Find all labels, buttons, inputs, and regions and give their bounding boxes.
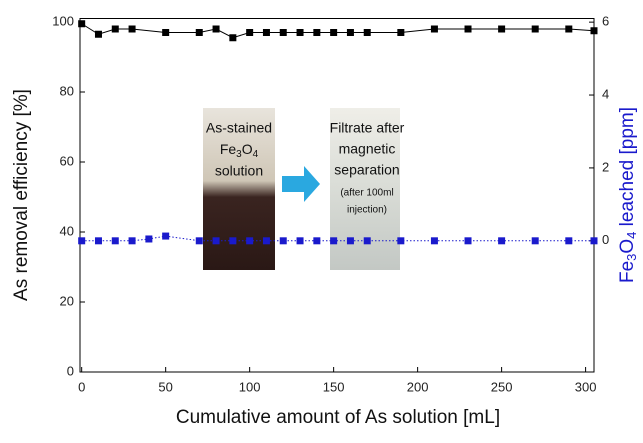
data-point xyxy=(297,237,304,244)
data-point xyxy=(246,237,253,244)
y2-tick-label: 2 xyxy=(602,159,609,174)
y2-tick-label: 0 xyxy=(602,232,609,247)
x-tick-label: 250 xyxy=(491,379,513,394)
annotation: 4 xyxy=(253,149,259,160)
annotation: injection) xyxy=(347,205,387,216)
chart: As-stained Fe3O4 solution Filtrate after… xyxy=(0,0,643,438)
annotation: As-stained xyxy=(206,120,272,136)
data-point xyxy=(465,237,472,244)
data-point xyxy=(431,26,438,33)
annotation: (after 100ml xyxy=(340,188,393,199)
data-point xyxy=(263,29,270,36)
data-point xyxy=(498,26,505,33)
data-point xyxy=(196,237,203,244)
data-point xyxy=(313,237,320,244)
data-point xyxy=(397,237,404,244)
y-axis-title: As removal efficiency [%] xyxy=(11,89,32,301)
data-point xyxy=(431,237,438,244)
data-point xyxy=(330,237,337,244)
x-tick-label: 200 xyxy=(407,379,429,394)
data-point xyxy=(364,29,371,36)
annotation: O xyxy=(242,141,253,157)
x-tick-label: 100 xyxy=(239,379,261,394)
data-point xyxy=(162,29,169,36)
data-point xyxy=(280,29,287,36)
data-point xyxy=(129,237,136,244)
data-point xyxy=(532,237,539,244)
data-point xyxy=(565,26,572,33)
data-point xyxy=(532,26,539,33)
data-point xyxy=(591,237,598,244)
y2-axis-title: Fe xyxy=(617,261,638,283)
annotation: magnetic xyxy=(339,141,396,157)
annotation: Filtrate after xyxy=(330,120,405,136)
data-point xyxy=(565,237,572,244)
data-point xyxy=(229,34,236,41)
data-point xyxy=(591,27,598,34)
y2-axis-title: 4 xyxy=(624,232,639,239)
data-point xyxy=(95,237,102,244)
x-tick-label: 150 xyxy=(323,379,345,394)
data-point xyxy=(213,237,220,244)
data-point xyxy=(213,26,220,33)
data-point xyxy=(263,237,270,244)
data-point xyxy=(280,237,287,244)
y2-axis-title: 3 xyxy=(624,254,639,261)
x-axis-title: Cumulative amount of As solution [mL] xyxy=(176,407,500,428)
data-point xyxy=(330,29,337,36)
data-point xyxy=(78,237,85,244)
annotation: solution xyxy=(215,163,263,179)
x-tick-label: 50 xyxy=(158,379,172,394)
y-tick-label: 0 xyxy=(67,363,74,378)
data-point xyxy=(112,26,119,33)
series-line xyxy=(82,24,594,38)
data-point xyxy=(95,31,102,38)
y2-axis-title: Fe3O4 leached [ppm] xyxy=(617,107,639,283)
data-point xyxy=(246,29,253,36)
y-tick-label: 100 xyxy=(52,13,74,28)
annotation: Fe xyxy=(220,141,237,157)
y2-tick-label: 4 xyxy=(602,86,609,101)
data-point xyxy=(196,29,203,36)
y2-axis-title: O xyxy=(617,239,638,254)
data-point xyxy=(229,237,236,244)
data-point xyxy=(162,233,169,240)
data-point xyxy=(313,29,320,36)
y-tick-label: 40 xyxy=(60,223,74,238)
y2-axis-title: leached [ppm] xyxy=(617,107,638,232)
y-tick-label: 60 xyxy=(60,153,74,168)
data-point xyxy=(145,235,152,242)
data-point xyxy=(78,20,85,27)
data-point xyxy=(364,237,371,244)
x-tick-label: 0 xyxy=(78,379,85,394)
y-tick-label: 80 xyxy=(60,83,74,98)
x-tick-label: 300 xyxy=(575,379,597,394)
arrow xyxy=(282,166,320,202)
data-point xyxy=(347,29,354,36)
data-point xyxy=(347,237,354,244)
data-point xyxy=(498,237,505,244)
annotation: separation xyxy=(334,162,399,178)
y-tick-label: 20 xyxy=(60,293,74,308)
data-point xyxy=(112,237,119,244)
y2-tick-label: 6 xyxy=(602,14,609,29)
data-point xyxy=(397,29,404,36)
data-point xyxy=(465,26,472,33)
data-point xyxy=(129,26,136,33)
data-point xyxy=(297,29,304,36)
